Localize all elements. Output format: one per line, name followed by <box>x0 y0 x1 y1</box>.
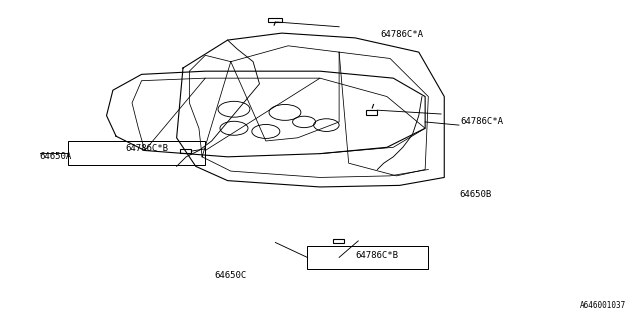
Bar <box>307 246 428 269</box>
Text: 64650C: 64650C <box>215 271 247 280</box>
Bar <box>180 149 191 153</box>
Text: 64650B: 64650B <box>459 190 491 199</box>
Bar <box>68 141 205 165</box>
Bar <box>366 110 378 115</box>
Text: 64786C*B: 64786C*B <box>355 251 398 260</box>
Text: 64786C*B: 64786C*B <box>125 144 169 153</box>
Text: 64786C*A: 64786C*A <box>381 30 424 39</box>
Bar <box>268 18 282 22</box>
Text: 64650A: 64650A <box>40 152 72 161</box>
Text: 64786C*A: 64786C*A <box>460 117 503 126</box>
Text: A646001037: A646001037 <box>580 301 626 310</box>
Bar <box>333 239 344 243</box>
